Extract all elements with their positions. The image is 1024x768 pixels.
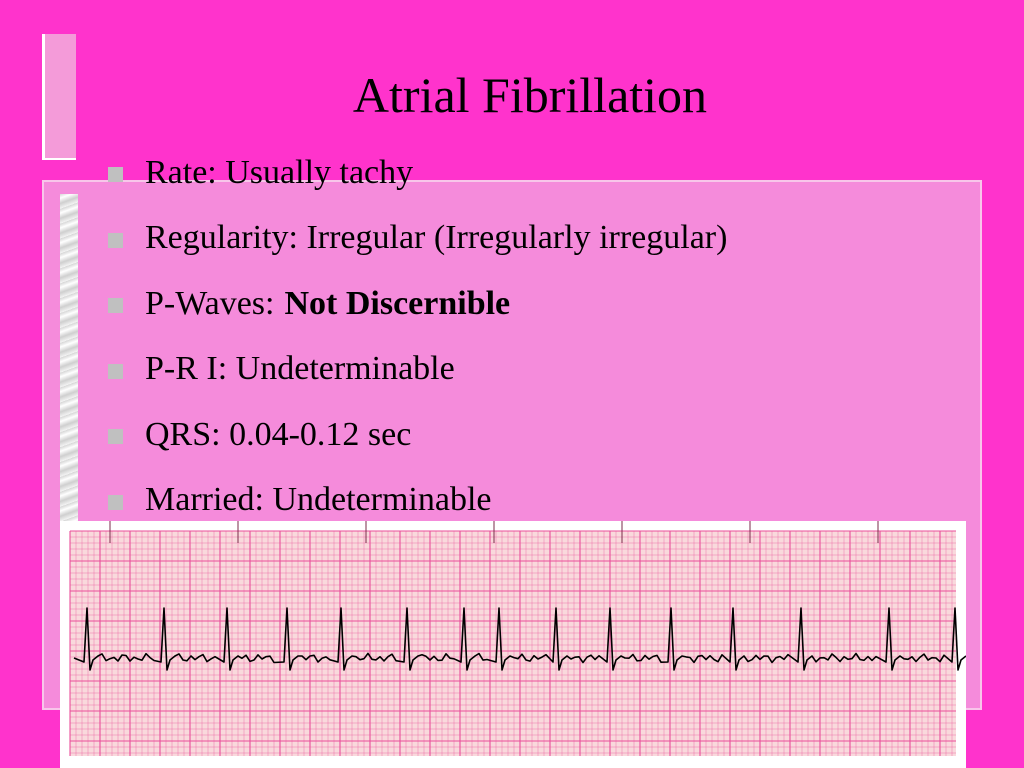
ecg-grid [69,521,956,756]
bullet-square-icon [108,232,123,248]
bullet-square-icon [108,167,123,183]
bullet-text: P-R I: Undeterminable [145,350,455,388]
bullet-square-icon [108,429,123,445]
bullet-text: Regularity: Irregular (Irregularly irreg… [145,219,728,257]
bullet-text: P-Waves: [145,284,275,322]
marble-texture-strip [60,194,78,524]
bullet-text: Married: Undeterminable [145,481,492,519]
bullet-list: Rate: Usually tachy Regularity: Irregula… [108,140,727,533]
bullet-emphasis: Not Discernible [284,284,511,322]
bullet-square-icon [108,494,123,510]
decorative-bar [42,34,76,160]
bullet-square-icon [108,298,123,314]
bullet-item-rate: Rate: Usually tachy [108,140,727,206]
ecg-strip-graphic [69,521,966,756]
bullet-item-regularity: Regularity: Irregular (Irregularly irreg… [108,206,727,272]
bullet-item-married: Married: Undeterminable [108,468,727,534]
bullet-item-p-waves: P-Waves: Not Discernible [108,271,727,337]
ecg-strip-image [60,521,966,768]
bullet-item-qrs: QRS: 0.04-0.12 sec [108,402,727,468]
bullet-text: Rate: Usually tachy [145,153,414,191]
slide-title: Atrial Fibrillation [352,67,708,123]
bullet-square-icon [108,363,123,379]
bullet-text: QRS: 0.04-0.12 sec [145,415,412,453]
ecg-paper [70,531,956,756]
bullet-item-pr-interval: P-R I: Undeterminable [108,337,727,403]
ecg-trace [73,607,966,671]
